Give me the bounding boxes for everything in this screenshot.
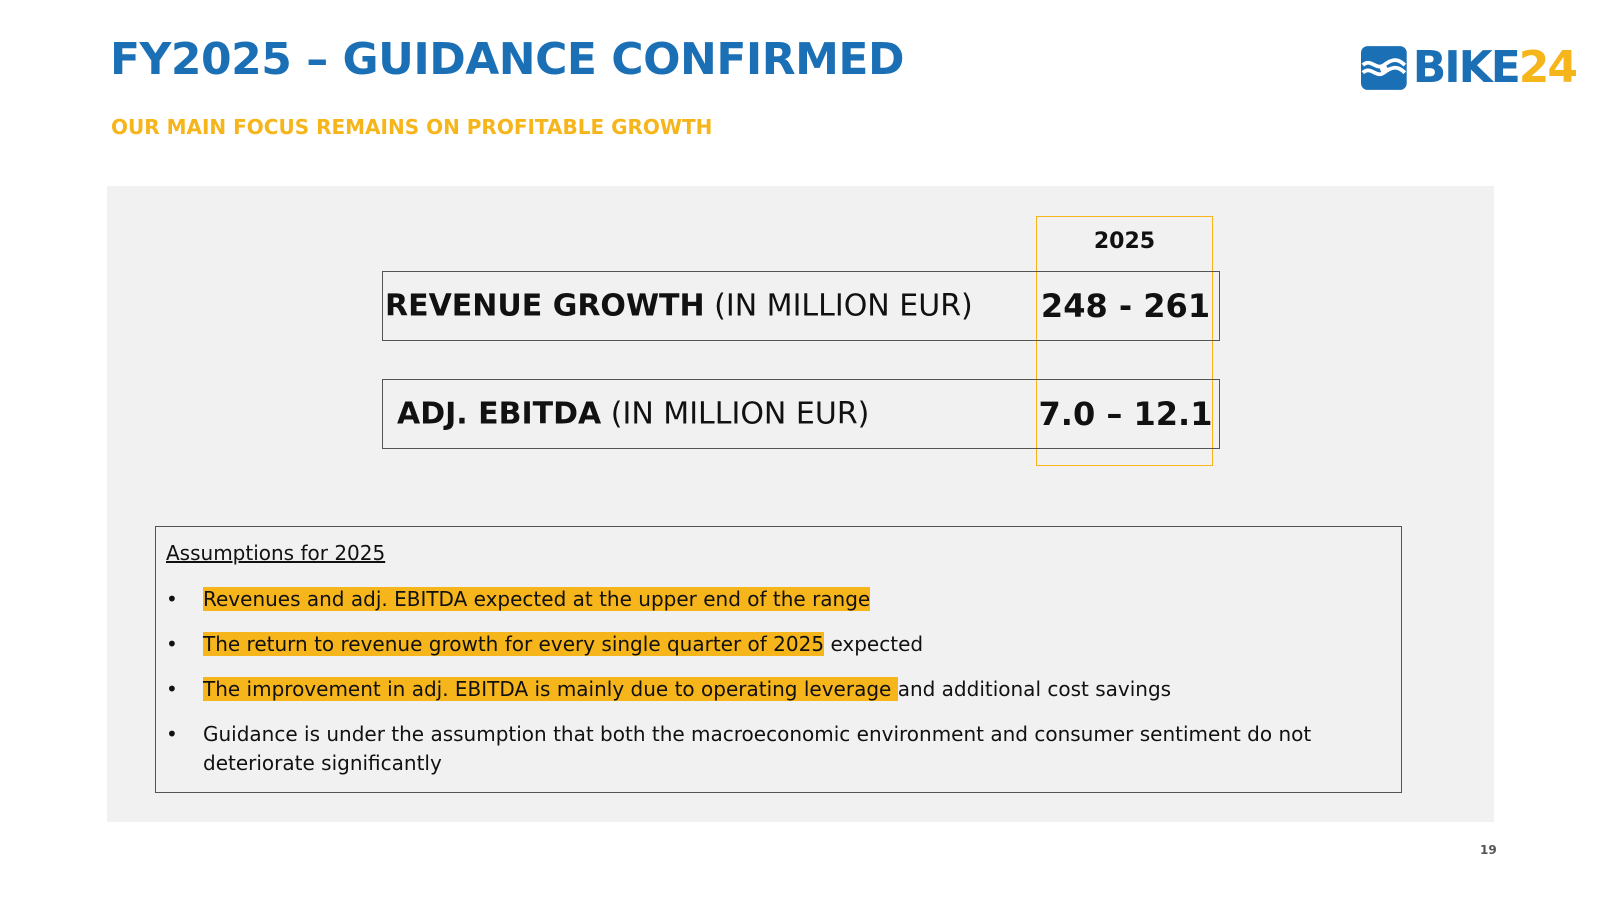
metric-value: 248 - 261 — [1040, 287, 1211, 325]
page-number: 19 — [1480, 843, 1497, 857]
bullet: • — [166, 587, 178, 611]
page-subtitle: OUR MAIN FOCUS REMAINS ON PROFITABLE GRO… — [111, 115, 713, 139]
metric-row-ebitda: ADJ. EBITDA (IN MILLION EUR) 7.0 – 12.1 — [382, 379, 1220, 449]
list-item: • The return to revenue growth for every … — [166, 630, 1386, 659]
metric-row-revenue: REVENUE GROWTH (IN MILLION EUR) 248 - 26… — [382, 271, 1220, 341]
guidance-panel — [107, 186, 1494, 822]
bullet: • — [166, 722, 178, 746]
list-item: • Guidance is under the assumption that b… — [166, 722, 1312, 775]
bullet: • — [166, 632, 178, 656]
bullet: • — [166, 677, 178, 701]
year-column-header: 2025 — [1093, 229, 1156, 254]
metric-value: 7.0 – 12.1 — [1038, 395, 1213, 433]
bike24-logo: BIKE24 — [1361, 42, 1578, 94]
year-column-highlight — [1036, 216, 1213, 466]
list-item: • The improvement in adj. EBITDA is mainl… — [166, 675, 1386, 704]
assumptions-title: Assumptions for 2025 — [166, 541, 386, 565]
list-item: • Revenues and adj. EBITDA expected at th… — [166, 585, 1386, 614]
metric-label: REVENUE GROWTH (IN MILLION EUR) — [385, 288, 973, 324]
logo-mark-icon — [1361, 46, 1407, 90]
logo-wordmark: BIKE24 — [1412, 42, 1578, 93]
page-title: FY2025 – GUIDANCE CONFIRMED — [110, 34, 905, 85]
assumptions-list: • Revenues and adj. EBITDA expected at th… — [166, 585, 1386, 794]
metric-label: ADJ. EBITDA (IN MILLION EUR) — [397, 396, 870, 432]
assumptions-box: Assumptions for 2025 • Revenues and adj. … — [155, 526, 1402, 793]
